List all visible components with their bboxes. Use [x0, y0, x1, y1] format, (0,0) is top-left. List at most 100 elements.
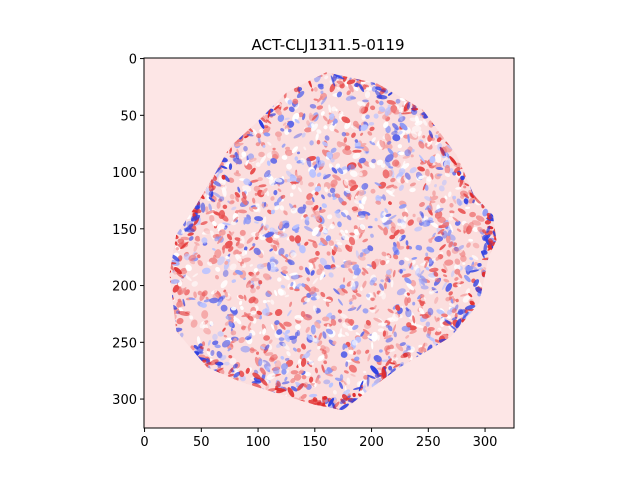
signal-blob — [277, 288, 284, 296]
signal-blob — [358, 189, 365, 197]
signal-blob — [446, 159, 451, 165]
signal-blob — [320, 237, 328, 246]
signal-blob — [210, 289, 218, 295]
signal-blob — [399, 342, 406, 347]
signal-blob — [370, 277, 378, 283]
signal-blob — [351, 358, 361, 364]
signal-blob — [255, 271, 260, 276]
edge-streak — [287, 387, 295, 398]
signal-blob — [266, 160, 271, 166]
signal-blob — [397, 144, 402, 149]
edge-streak — [267, 109, 271, 118]
signal-blob — [253, 185, 260, 192]
signal-blob — [409, 288, 416, 295]
signal-blob — [446, 144, 454, 150]
signal-blob — [359, 252, 364, 258]
signal-blob — [261, 308, 270, 316]
signal-blob — [420, 342, 426, 352]
signal-blob — [286, 163, 293, 170]
edge-streak — [330, 75, 336, 87]
signal-blob — [435, 131, 439, 134]
edge-streak — [352, 392, 356, 398]
signal-blob — [385, 259, 390, 264]
signal-blob — [347, 267, 352, 272]
signal-blob — [238, 294, 244, 300]
signal-blob — [393, 249, 399, 256]
signal-blob — [303, 226, 313, 232]
signal-blob — [220, 185, 227, 191]
signal-blob — [404, 172, 411, 180]
signal-blob — [262, 328, 267, 335]
signal-blob — [434, 296, 439, 304]
signal-blob — [420, 294, 425, 298]
signal-blob — [384, 106, 391, 117]
signal-blob — [404, 277, 412, 284]
signal-blob — [249, 245, 255, 251]
signal-blob — [290, 370, 299, 375]
signal-blob — [205, 210, 215, 215]
signal-blob — [230, 231, 235, 236]
signal-blob — [312, 204, 319, 211]
signal-blob — [255, 236, 259, 240]
signal-blob — [220, 355, 227, 361]
signal-blob — [249, 347, 255, 354]
signal-blob — [287, 128, 292, 133]
signal-blob — [345, 361, 349, 368]
signal-blob — [276, 134, 281, 142]
signal-blob — [215, 266, 221, 272]
edge-streak — [346, 79, 356, 85]
signal-blob — [432, 232, 436, 237]
signal-blob — [322, 316, 330, 322]
signal-blob — [428, 289, 435, 295]
signal-blob — [365, 114, 370, 120]
signal-blob — [385, 213, 392, 217]
signal-blob — [368, 162, 376, 169]
signal-blob — [455, 220, 461, 226]
signal-blob — [418, 278, 422, 287]
signal-blob — [245, 367, 250, 374]
signal-blob — [324, 75, 329, 80]
signal-blob — [368, 121, 375, 126]
signal-blob — [292, 347, 298, 352]
edge-streak — [191, 207, 202, 214]
signal-blob — [354, 146, 365, 149]
signal-blob — [358, 232, 363, 239]
signal-blob — [377, 334, 380, 341]
signal-blob — [439, 244, 446, 251]
signal-blob — [342, 148, 352, 156]
signal-blob — [402, 155, 411, 159]
signal-blob — [306, 277, 310, 282]
signal-blob — [296, 330, 301, 336]
signal-blob — [201, 237, 208, 244]
signal-blob — [350, 373, 356, 377]
signal-blob — [235, 318, 242, 325]
signal-blob — [323, 264, 333, 270]
signal-blob — [328, 104, 332, 114]
edge-streak — [235, 151, 240, 160]
signal-blob — [294, 229, 299, 233]
signal-blob — [395, 343, 404, 352]
signal-blob — [409, 262, 413, 269]
signal-blob — [364, 91, 371, 99]
signal-blob — [270, 324, 275, 330]
signal-blob — [301, 343, 306, 350]
signal-blob — [465, 206, 471, 210]
signal-blob — [414, 226, 423, 232]
signal-blob — [387, 325, 393, 332]
signal-blob — [296, 348, 301, 353]
signal-blob — [230, 306, 237, 311]
edge-streak — [488, 238, 495, 246]
signal-blob — [355, 195, 358, 199]
signal-blob — [331, 152, 341, 160]
edge-streak — [472, 199, 475, 204]
signal-blob — [441, 268, 447, 274]
signal-blob — [471, 220, 482, 226]
signal-blob — [448, 216, 454, 221]
signal-blob — [417, 299, 426, 304]
signal-blob — [280, 271, 287, 277]
signal-blob — [446, 249, 451, 257]
signal-blob — [403, 215, 407, 222]
signal-blob — [258, 225, 264, 234]
signal-blob — [306, 193, 313, 200]
y-axis: 0 50 100 150 200 250 300 — [112, 53, 144, 408]
